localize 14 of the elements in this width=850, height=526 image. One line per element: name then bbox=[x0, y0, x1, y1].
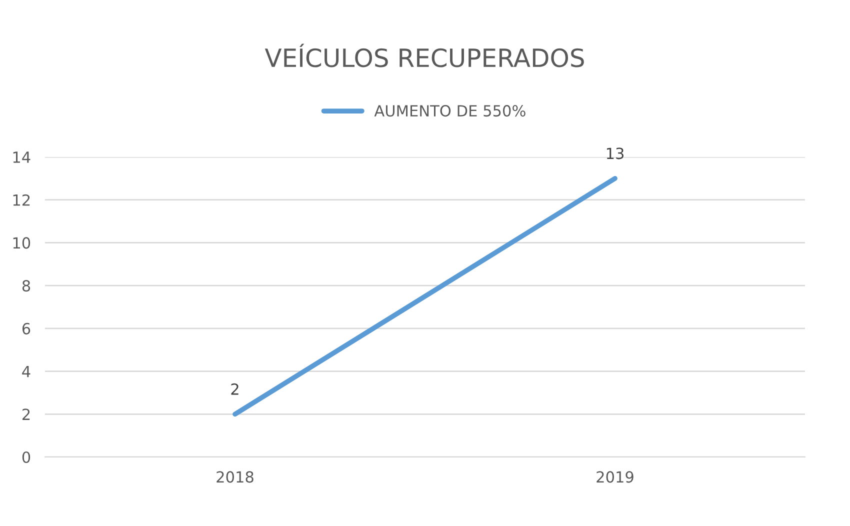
y-tick-label: 8 bbox=[22, 280, 30, 292]
y-tick-label: 0 bbox=[22, 451, 30, 464]
data-label: 2 bbox=[231, 383, 238, 395]
chart-title: VEÍCULOS RECUPERADOS bbox=[264, 44, 584, 68]
y-tick-label: 6 bbox=[22, 322, 30, 334]
x-tick-label: 2019 bbox=[596, 471, 634, 483]
legend-label: AUMENTO DE 550% bbox=[374, 105, 526, 117]
y-tick-label: 4 bbox=[22, 366, 30, 378]
x-tick-label: 2018 bbox=[216, 471, 254, 483]
data-label: 13 bbox=[606, 148, 624, 160]
y-tick-label: 10 bbox=[13, 237, 30, 249]
y-tick-label: 2 bbox=[22, 408, 30, 420]
y-tick-label: 14 bbox=[13, 152, 30, 163]
y-tick-label: 12 bbox=[13, 194, 30, 206]
